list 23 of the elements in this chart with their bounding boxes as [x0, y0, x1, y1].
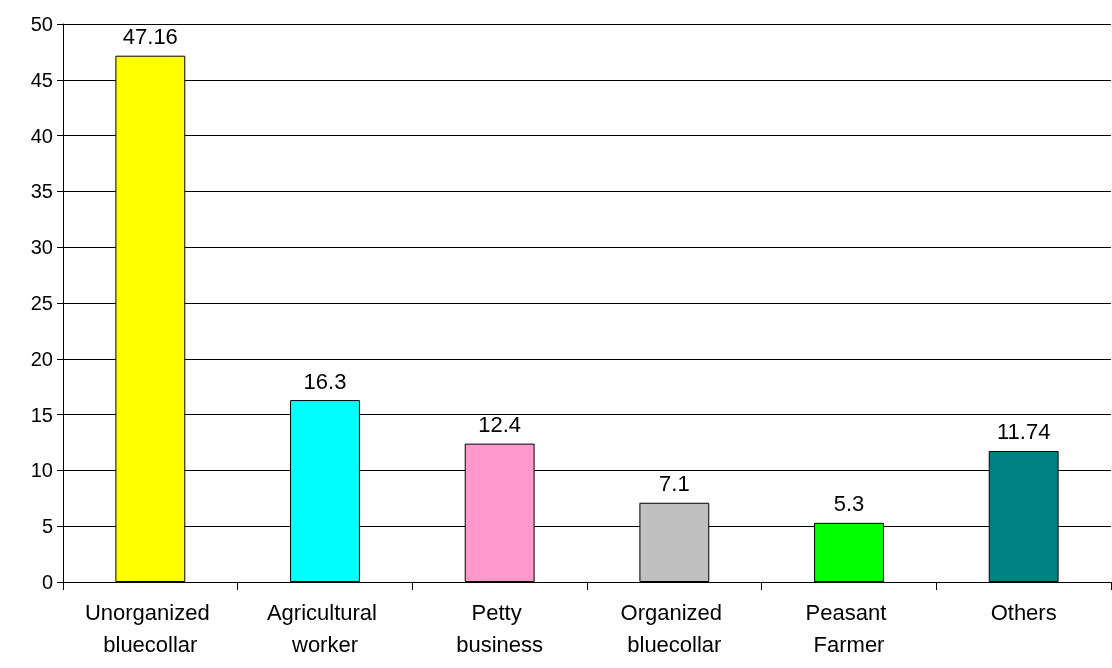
data-label: 5.3	[833, 491, 865, 517]
y-tick-label: 5	[41, 515, 53, 538]
data-label: 7.1	[659, 471, 690, 497]
data-label: 47.16	[122, 24, 178, 50]
y-tick-label: 20	[30, 347, 53, 370]
x-tick-label: Peasant Farmer	[805, 599, 893, 657]
y-tick-label: 45	[30, 68, 53, 91]
y-tick-label: 15	[30, 403, 53, 426]
x-tick-label: Unorganized bluecollar	[84, 599, 216, 657]
x-tick-label: Organized bluecollar	[620, 599, 729, 657]
x-tick-label: Petty business	[456, 599, 544, 657]
y-tick-label: 10	[30, 459, 53, 482]
y-tick-label: 50	[30, 13, 53, 35]
y-tick-label: 30	[30, 236, 53, 259]
data-label: 16.3	[303, 368, 347, 394]
y-tick-label: 25	[30, 292, 53, 314]
data-label: 12.4	[478, 412, 522, 438]
y-tick-label: 0	[41, 571, 53, 593]
x-tick-label: Agricultural worker	[266, 599, 384, 657]
data-label: 11.74	[996, 419, 1051, 445]
x-tick-label: Others	[990, 599, 1057, 625]
y-tick-label: 40	[30, 124, 53, 147]
y-tick-label: 35	[30, 180, 53, 203]
